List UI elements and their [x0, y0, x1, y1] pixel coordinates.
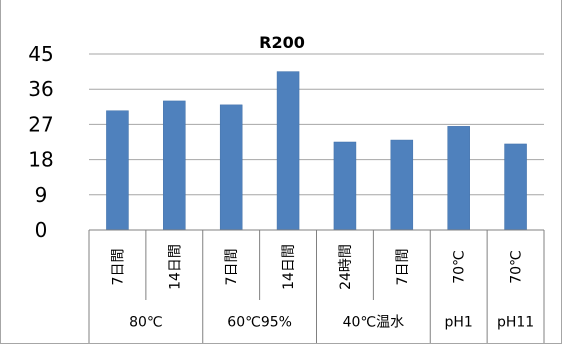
group-label: 80℃	[129, 315, 163, 331]
y-tick-label: 9	[35, 183, 48, 207]
group-label: 60℃95%	[227, 315, 292, 331]
axis-layer	[88, 229, 545, 343]
y-tick-label: 18	[28, 148, 53, 172]
x-tick-label: 7日間	[224, 249, 240, 286]
y-tick-label: 0	[35, 218, 48, 242]
x-tick-label: 14日間	[281, 244, 297, 290]
grid-layer	[89, 53, 544, 196]
label-layer: 0 9 18 27 36 45 7日間 14日間 7日間 14日間 24時間 7日間 70℃ 70℃ 80℃…	[28, 42, 534, 331]
x-tick-label: 70℃	[509, 250, 525, 284]
bar	[390, 139, 414, 231]
bar	[163, 100, 186, 231]
bar	[333, 141, 357, 231]
group-label: 40℃温水	[343, 315, 405, 331]
y-tick-label: 36	[28, 77, 53, 101]
y-tick-label: 27	[28, 112, 53, 136]
y-tick-label: 45	[28, 42, 53, 66]
chart-title: R200	[259, 33, 305, 52]
bar	[504, 143, 527, 231]
bar	[447, 126, 470, 231]
bar	[276, 71, 300, 231]
x-tick-label: 70℃	[452, 250, 468, 284]
x-tick-label: 14日間	[167, 244, 183, 290]
bar-layer	[106, 71, 527, 231]
x-tick-label: 24時間	[338, 244, 354, 290]
bar	[106, 110, 129, 231]
group-label: pH1	[445, 315, 473, 331]
x-tick-label: 7日間	[395, 249, 411, 286]
x-tick-label: 7日間	[110, 249, 126, 286]
group-label: pH11	[497, 315, 534, 331]
bar	[219, 104, 243, 231]
